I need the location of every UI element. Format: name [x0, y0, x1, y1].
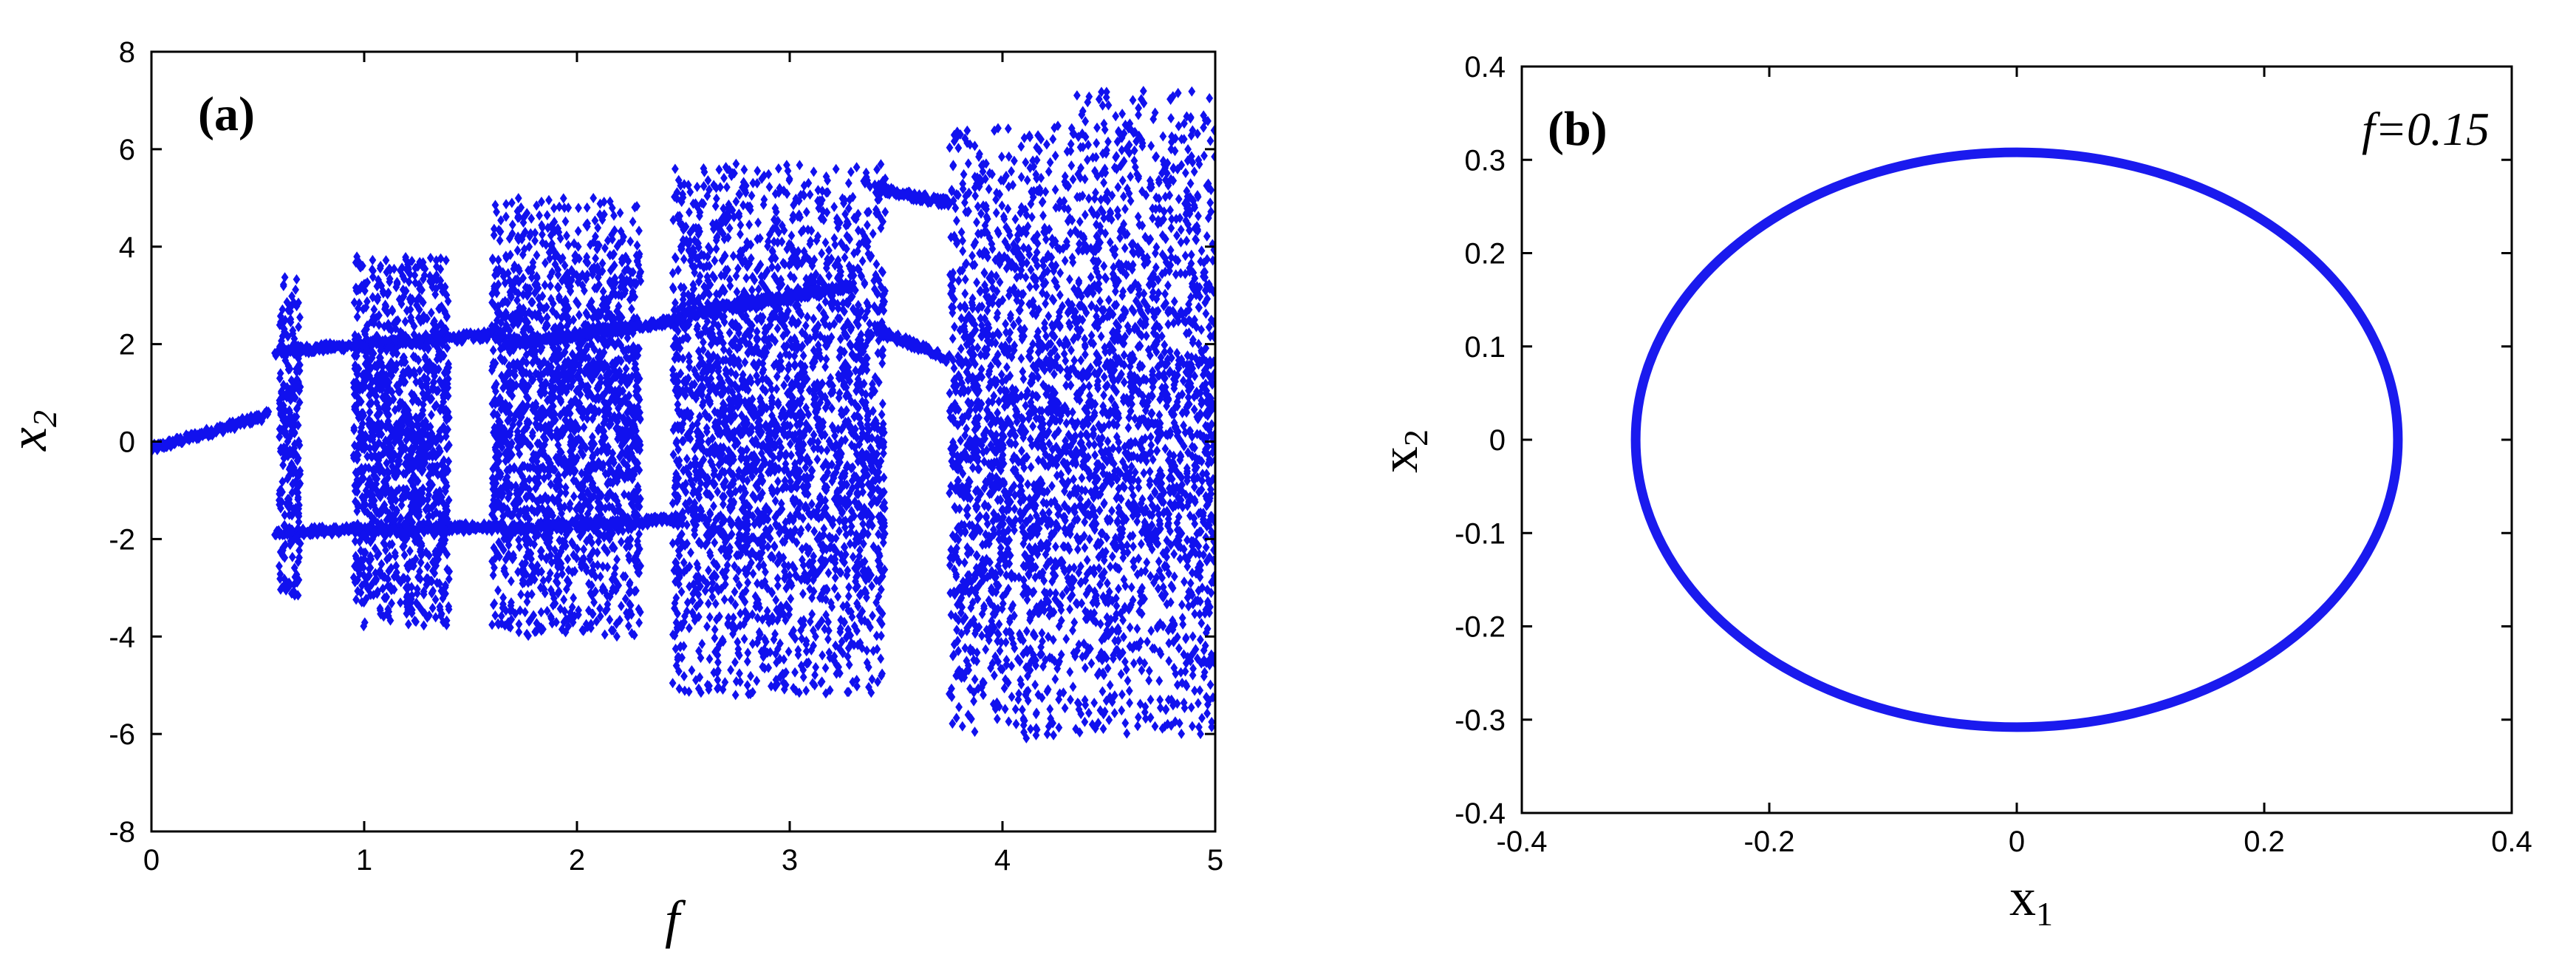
y-tick-label-b: 0.2	[1464, 238, 1506, 270]
panel-b: -0.4 -0.2 0 0.2 0.4 0.4 0.3 0.2 0.1 0 -0.1 -0.2 -0.3…	[1370, 51, 2532, 933]
x-tick-label-a: 2	[569, 844, 585, 877]
y-axis-label-a-main: x	[0, 427, 58, 452]
x-tick-label-b: 0.2	[2244, 826, 2285, 858]
panel-label-a: (a)	[198, 87, 255, 141]
annotation-b: f=0.15	[2362, 103, 2490, 155]
bifurcation-branch	[871, 319, 953, 367]
y-tick-label-a: 0	[119, 426, 135, 459]
y-tick-label-a: 8	[119, 36, 135, 69]
y-tick-label-a: 4	[119, 231, 135, 264]
bifurcation-branch	[499, 310, 687, 353]
plot-frame-b	[1520, 65, 2513, 814]
orbit-ellipse	[1630, 147, 2403, 732]
bifurcation-branch	[669, 158, 889, 701]
orbit-curve	[1630, 147, 2403, 732]
axis-ticks-a: 0 1 2 3 4 5 8 6 4 2 0 -2 -4 -6 -8	[109, 36, 1223, 877]
panel-label-b: (b)	[1548, 102, 1608, 156]
y-axis-label-b-sub: 2	[1397, 429, 1435, 446]
x-tick-label-b: 0.4	[2491, 826, 2532, 858]
y-axis-label-a-sub: 2	[26, 410, 64, 427]
x-tick-label-a: 1	[356, 844, 372, 877]
bifurcation-points	[151, 86, 1215, 743]
bifurcation-branch	[488, 193, 645, 642]
y-tick-label-b: -0.4	[1455, 797, 1506, 830]
bifurcation-branch	[946, 120, 1081, 743]
y-tick-label-b: 0.3	[1464, 144, 1506, 177]
x-tick-label-a: 0	[143, 844, 160, 877]
bifurcation-branch	[276, 272, 304, 601]
y-tick-label-a: -8	[109, 816, 135, 848]
x-tick-label-a: 4	[994, 844, 1011, 877]
y-axis-label-b-main: x	[1370, 446, 1429, 473]
y-tick-label-b: 0.4	[1464, 51, 1506, 84]
y-tick-label-a: 2	[119, 329, 135, 361]
bifurcation-branch	[871, 179, 953, 211]
y-axis-label-b: x2	[1370, 429, 1435, 473]
x-axis-label-b-main: x	[2009, 868, 2036, 927]
bifurcation-branch	[499, 511, 687, 539]
y-tick-label-a: 6	[119, 134, 135, 166]
y-axis-label-a: x2	[0, 410, 64, 452]
y-tick-label-a: -2	[109, 523, 135, 556]
svg-text:x2: x2	[1370, 429, 1435, 473]
x-tick-label-a: 3	[782, 844, 798, 877]
bifurcation-branch	[680, 277, 858, 324]
y-tick-label-a: -4	[109, 621, 135, 653]
bifurcation-branch	[349, 251, 454, 632]
bifurcation-branch	[1073, 86, 1215, 740]
x-tick-label-b: -0.4	[1497, 826, 1548, 858]
y-tick-label-b: -0.3	[1455, 704, 1506, 737]
x-tick-label-a: 5	[1207, 844, 1223, 877]
bifurcation-branch	[151, 406, 273, 456]
x-tick-label-b: 0	[2009, 826, 2025, 858]
y-tick-label-b: 0	[1489, 424, 1506, 457]
y-tick-label-b: -0.1	[1455, 517, 1506, 550]
x-axis-label-b-sub: 1	[2036, 895, 2053, 933]
x-axis-label-b: x1	[2009, 868, 2053, 933]
svg-text:x2: x2	[0, 410, 64, 452]
y-tick-label-b: -0.2	[1455, 611, 1506, 644]
y-tick-label-a: -6	[109, 718, 135, 751]
axis-ticks-b: -0.4 -0.2 0 0.2 0.4 0.4 0.3 0.2 0.1 0 -0.1 -0.2 -0.3…	[1455, 51, 2532, 858]
x-axis-label-a: f	[665, 890, 686, 949]
x-tick-label-b: -0.2	[1744, 826, 1795, 858]
y-tick-label-b: 0.1	[1464, 331, 1506, 364]
